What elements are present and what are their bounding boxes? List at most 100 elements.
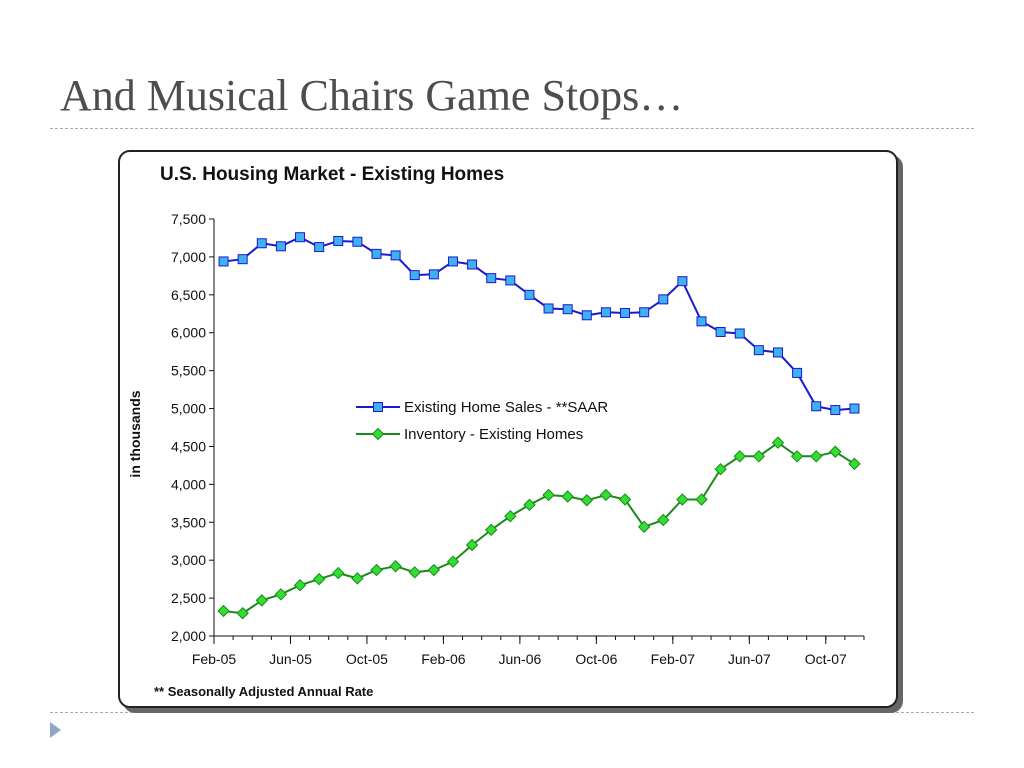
y-tick-label: 3,000 (171, 552, 206, 568)
x-tick-label: Oct-07 (805, 651, 847, 667)
y-tick-label: 4,500 (171, 438, 206, 454)
data-point (657, 513, 670, 527)
y-tick-label: 5,000 (171, 401, 206, 417)
data-point (618, 493, 632, 506)
data-point (352, 236, 363, 247)
data-point (370, 563, 383, 577)
series-line-2 (223, 441, 855, 615)
data-point (217, 604, 230, 618)
chart-title: U.S. Housing Market - Existing Homes (160, 164, 504, 185)
data-point (408, 566, 421, 579)
data-point (771, 436, 785, 449)
data-point (218, 256, 229, 267)
data-point (486, 273, 497, 284)
data-point (811, 401, 822, 412)
data-point (333, 235, 344, 246)
data-point (484, 523, 498, 537)
bullet-arrow-icon (50, 722, 61, 738)
data-point (389, 560, 402, 573)
data-point (427, 563, 441, 577)
data-point (561, 490, 574, 503)
data-point (390, 250, 401, 261)
data-point (295, 232, 306, 243)
data-point (600, 307, 611, 318)
data-point (752, 450, 766, 463)
data-point (293, 578, 307, 592)
data-point (581, 310, 592, 321)
series-line-1 (223, 236, 855, 412)
footnote: ** Seasonally Adjusted Annual Rate (154, 684, 373, 699)
data-point (332, 566, 345, 580)
x-tick-label: Oct-06 (575, 651, 617, 667)
data-point (753, 345, 764, 356)
data-point (447, 256, 458, 267)
data-point (562, 304, 573, 315)
y-tick-label: 6,000 (171, 325, 206, 341)
y-axis-label: in thousands (127, 390, 143, 477)
legend-marker (373, 402, 383, 412)
x-tick-label: Feb-05 (192, 651, 237, 667)
data-point (314, 242, 325, 253)
x-tick-label: Jun-06 (498, 651, 541, 667)
data-point (733, 450, 746, 463)
legend: Existing Home Sales - **SAAR Inventory - … (356, 399, 608, 443)
data-point (524, 289, 535, 300)
data-point (504, 510, 517, 523)
data-point (714, 462, 727, 476)
y-tick-label: 3,500 (171, 514, 206, 530)
title-divider (50, 128, 974, 129)
data-point (409, 270, 420, 281)
x-tick-label: Feb-07 (651, 651, 696, 667)
data-point (465, 538, 479, 552)
data-point (829, 445, 842, 458)
data-point (255, 594, 269, 607)
x-tick-label: Feb-06 (421, 651, 466, 667)
data-point (772, 347, 783, 358)
data-point (790, 450, 804, 463)
data-point (639, 307, 650, 318)
data-point (523, 498, 536, 512)
data-point (830, 405, 841, 416)
y-tick-label: 5,500 (171, 363, 206, 379)
data-point (542, 488, 555, 502)
data-point (809, 450, 823, 463)
data-point (734, 328, 745, 339)
data-point (620, 308, 631, 319)
data-point (312, 572, 326, 586)
data-point (446, 555, 460, 568)
data-point (848, 457, 861, 471)
data-point (792, 367, 803, 378)
data-point (637, 520, 651, 534)
y-tick-label: 4,000 (171, 476, 206, 492)
data-point (658, 294, 669, 305)
data-point (696, 316, 707, 327)
chart-frame: U.S. Housing Market - Existing Homes in … (118, 150, 898, 708)
data-point (371, 248, 382, 259)
housing-chart: U.S. Housing Market - Existing Homes in … (127, 164, 865, 699)
legend-entry: Inventory - Existing Homes (404, 426, 583, 443)
x-tick-label: Oct-05 (346, 651, 388, 667)
data-point (599, 488, 613, 502)
data-point (237, 254, 248, 265)
plot-area: 2,000 2,500 3,000 3,500 4,000 4,500 5,000 5,500… (171, 211, 865, 667)
data-point (236, 607, 249, 620)
y-tick-label: 6,500 (171, 287, 206, 303)
y-tick-label: 7,000 (171, 249, 206, 265)
data-point (428, 269, 439, 280)
y-tick-label: 7,500 (171, 211, 206, 227)
data-point (467, 259, 478, 270)
data-point (677, 276, 688, 287)
y-tick-label: 2,500 (171, 590, 206, 606)
data-point (505, 275, 516, 286)
data-point (351, 572, 364, 585)
slide-title: And Musical Chairs Game Stops… (60, 71, 684, 120)
data-point (849, 403, 860, 414)
data-point (256, 238, 267, 249)
data-point (715, 326, 726, 337)
data-point (543, 303, 554, 314)
data-point (274, 588, 288, 601)
legend-entry: Existing Home Sales - **SAAR (404, 399, 608, 416)
data-point (580, 494, 594, 507)
x-tick-label: Jun-07 (728, 651, 771, 667)
data-point (676, 493, 689, 506)
